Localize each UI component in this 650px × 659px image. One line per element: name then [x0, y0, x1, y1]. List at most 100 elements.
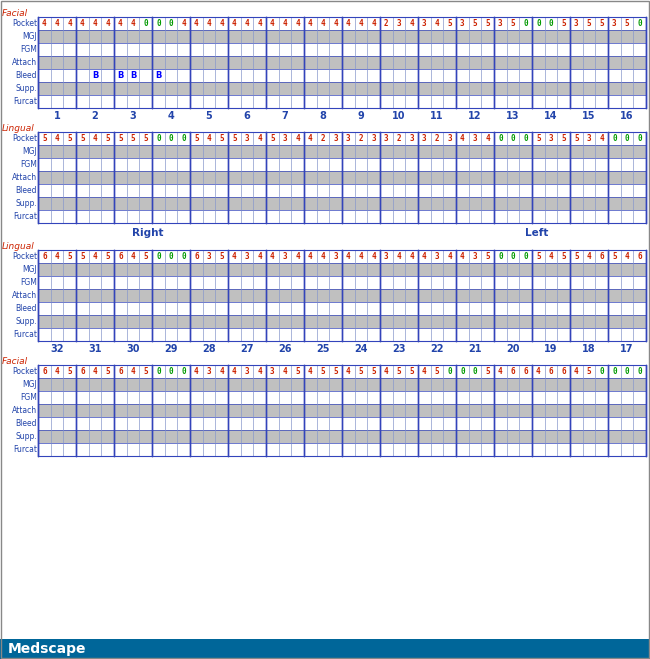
Text: 0: 0: [638, 134, 642, 143]
Text: Supp.: Supp.: [15, 84, 37, 93]
Text: 4: 4: [244, 19, 250, 28]
Text: Attach: Attach: [12, 406, 37, 415]
Text: 0: 0: [612, 134, 617, 143]
Text: 2: 2: [435, 134, 439, 143]
Text: 4: 4: [207, 134, 211, 143]
Text: 3: 3: [587, 134, 592, 143]
Text: 3: 3: [371, 134, 376, 143]
Text: 4: 4: [181, 19, 186, 28]
Text: 0: 0: [498, 134, 502, 143]
Text: 27: 27: [240, 344, 254, 354]
Text: 0: 0: [625, 367, 629, 376]
Text: 0: 0: [169, 19, 174, 28]
Text: 4: 4: [422, 367, 426, 376]
Text: 4: 4: [194, 19, 199, 28]
Text: 0: 0: [638, 19, 642, 28]
Text: 0: 0: [523, 134, 528, 143]
Text: 5: 5: [80, 252, 84, 261]
Text: 0: 0: [144, 19, 148, 28]
Text: 4: 4: [371, 19, 376, 28]
Text: 5: 5: [486, 19, 490, 28]
Text: 5: 5: [194, 134, 199, 143]
Text: 0: 0: [612, 367, 617, 376]
Text: 0: 0: [169, 367, 174, 376]
Text: 10: 10: [392, 111, 406, 121]
Text: 30: 30: [126, 344, 140, 354]
Text: 6: 6: [244, 111, 250, 121]
Text: 5: 5: [42, 134, 47, 143]
Text: 5: 5: [105, 252, 110, 261]
Text: 6: 6: [599, 252, 604, 261]
Bar: [38, 263, 646, 276]
Text: FGM: FGM: [20, 278, 37, 287]
Text: 0: 0: [156, 252, 161, 261]
Text: 4: 4: [295, 252, 300, 261]
Text: 4: 4: [283, 19, 287, 28]
Text: 5: 5: [205, 111, 213, 121]
Text: 0: 0: [498, 252, 502, 261]
Text: Right: Right: [132, 228, 163, 238]
Text: 5: 5: [270, 134, 275, 143]
Bar: [38, 56, 646, 69]
Text: 0: 0: [511, 252, 515, 261]
Text: 4: 4: [295, 134, 300, 143]
Text: Left: Left: [525, 228, 548, 238]
Text: 4: 4: [232, 367, 237, 376]
Text: 2: 2: [359, 134, 363, 143]
Text: 4: 4: [549, 252, 553, 261]
Text: 3: 3: [574, 19, 578, 28]
Text: Supp.: Supp.: [15, 432, 37, 441]
Text: 6: 6: [80, 367, 84, 376]
Text: 6: 6: [118, 367, 123, 376]
Text: 3: 3: [384, 252, 389, 261]
Text: 5: 5: [105, 367, 110, 376]
Text: 5: 5: [144, 367, 148, 376]
Text: 3: 3: [396, 19, 401, 28]
Text: 3: 3: [498, 19, 502, 28]
Text: 18: 18: [582, 344, 596, 354]
Text: 4: 4: [435, 19, 439, 28]
Text: Attach: Attach: [12, 173, 37, 182]
Text: FGM: FGM: [20, 393, 37, 402]
Bar: [38, 404, 646, 417]
Bar: [38, 197, 646, 210]
Text: 26: 26: [278, 344, 292, 354]
Text: 4: 4: [93, 252, 98, 261]
Text: 0: 0: [625, 134, 629, 143]
Text: 6: 6: [549, 367, 553, 376]
Text: 4: 4: [346, 19, 350, 28]
Text: 4: 4: [93, 367, 98, 376]
Text: 0: 0: [169, 134, 174, 143]
Text: 4: 4: [105, 19, 110, 28]
Text: 5: 5: [562, 252, 566, 261]
Text: 4: 4: [410, 252, 414, 261]
Text: 0: 0: [638, 367, 642, 376]
Text: 4: 4: [587, 252, 592, 261]
Text: 4: 4: [257, 19, 262, 28]
Text: 4: 4: [346, 252, 350, 261]
Text: 0: 0: [523, 252, 528, 261]
Bar: [38, 365, 646, 456]
Text: 4: 4: [333, 19, 338, 28]
Text: 15: 15: [582, 111, 596, 121]
Text: 5: 5: [219, 252, 224, 261]
Text: Furcat: Furcat: [13, 212, 37, 221]
Text: 5: 5: [587, 19, 592, 28]
Bar: [0, 639, 650, 659]
Text: 17: 17: [620, 344, 634, 354]
Text: 4: 4: [55, 367, 59, 376]
Text: 4: 4: [371, 252, 376, 261]
Text: 32: 32: [50, 344, 64, 354]
Text: 5: 5: [625, 19, 629, 28]
Text: B: B: [130, 71, 136, 80]
Text: 31: 31: [88, 344, 102, 354]
Text: 23: 23: [392, 344, 406, 354]
Text: 3: 3: [244, 134, 250, 143]
Text: 8: 8: [320, 111, 326, 121]
Text: 4: 4: [131, 19, 135, 28]
Text: Lingual: Lingual: [2, 242, 34, 251]
Text: 4: 4: [359, 19, 363, 28]
Text: 3: 3: [612, 19, 617, 28]
Text: 6: 6: [42, 252, 47, 261]
Text: 5: 5: [410, 367, 414, 376]
